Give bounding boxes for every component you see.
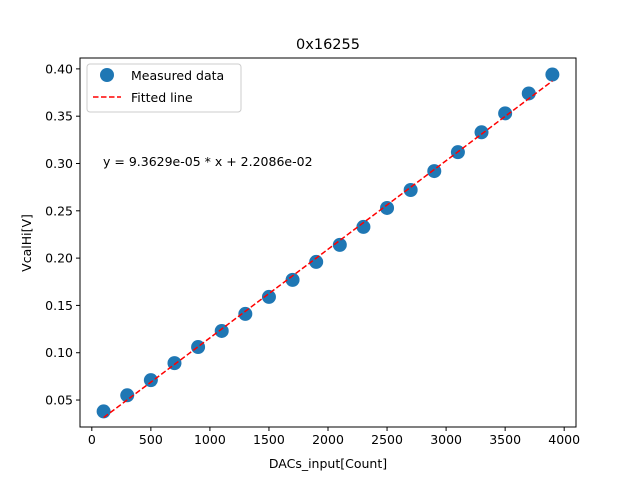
- fitted-line: [103, 80, 553, 419]
- y-tick-label: 0.40: [45, 61, 73, 76]
- data-point: [96, 404, 111, 419]
- legend-label-fitted: Fitted line: [131, 90, 193, 105]
- fit-equation-annotation: y = 9.3629e-05 * x + 2.2086e-02: [103, 154, 313, 169]
- y-tick-label: 0.15: [45, 298, 73, 313]
- y-tick-label: 0.35: [45, 109, 73, 124]
- x-tick-label: 0: [88, 432, 96, 447]
- x-tick-label: 500: [139, 432, 163, 447]
- x-tick-label: 1500: [253, 432, 285, 447]
- data-point: [261, 289, 276, 304]
- legend-frame: [86, 63, 242, 113]
- legend-marker-measured: [100, 68, 114, 82]
- data-point: [143, 373, 158, 388]
- data-point: [285, 272, 300, 287]
- y-tick-label: 0.05: [45, 393, 73, 408]
- data-point: [403, 182, 418, 197]
- x-tick-label: 2000: [312, 432, 344, 447]
- data-point: [521, 86, 536, 101]
- data-point: [380, 200, 395, 215]
- data-point: [545, 67, 560, 82]
- data-point: [309, 254, 324, 269]
- y-tick-label: 0.10: [45, 345, 73, 360]
- y-axis-label: VcalHi[V]: [19, 214, 34, 272]
- x-tick-label: 3500: [489, 432, 521, 447]
- legend-label-measured: Measured data: [131, 68, 224, 83]
- data-point: [498, 106, 513, 121]
- y-axis: 0.05 0.10 0.15 0.20 0.25 0.30 0.35 0.40: [45, 61, 80, 408]
- data-point: [214, 323, 229, 338]
- x-tick-label: 3000: [430, 432, 462, 447]
- data-point: [356, 219, 371, 234]
- y-tick-label: 0.25: [45, 203, 73, 218]
- data-point: [474, 125, 489, 140]
- x-tick-label: 2500: [371, 432, 403, 447]
- data-point: [332, 237, 347, 252]
- plot-marks: [96, 67, 560, 419]
- data-point: [120, 388, 135, 403]
- y-tick-label: 0.20: [45, 251, 73, 266]
- chart-title: 0x16255: [296, 37, 360, 53]
- data-point: [238, 306, 253, 321]
- x-axis-label: DACs_input[Count]: [269, 456, 387, 471]
- y-tick-label: 0.30: [45, 156, 73, 171]
- x-tick-label: 4000: [548, 432, 580, 447]
- x-tick-label: 1000: [194, 432, 226, 447]
- legend: Measured data Fitted line: [86, 63, 242, 113]
- x-axis: 0 500 1000 1500 2000 2500 3000 3500 4000: [88, 427, 580, 447]
